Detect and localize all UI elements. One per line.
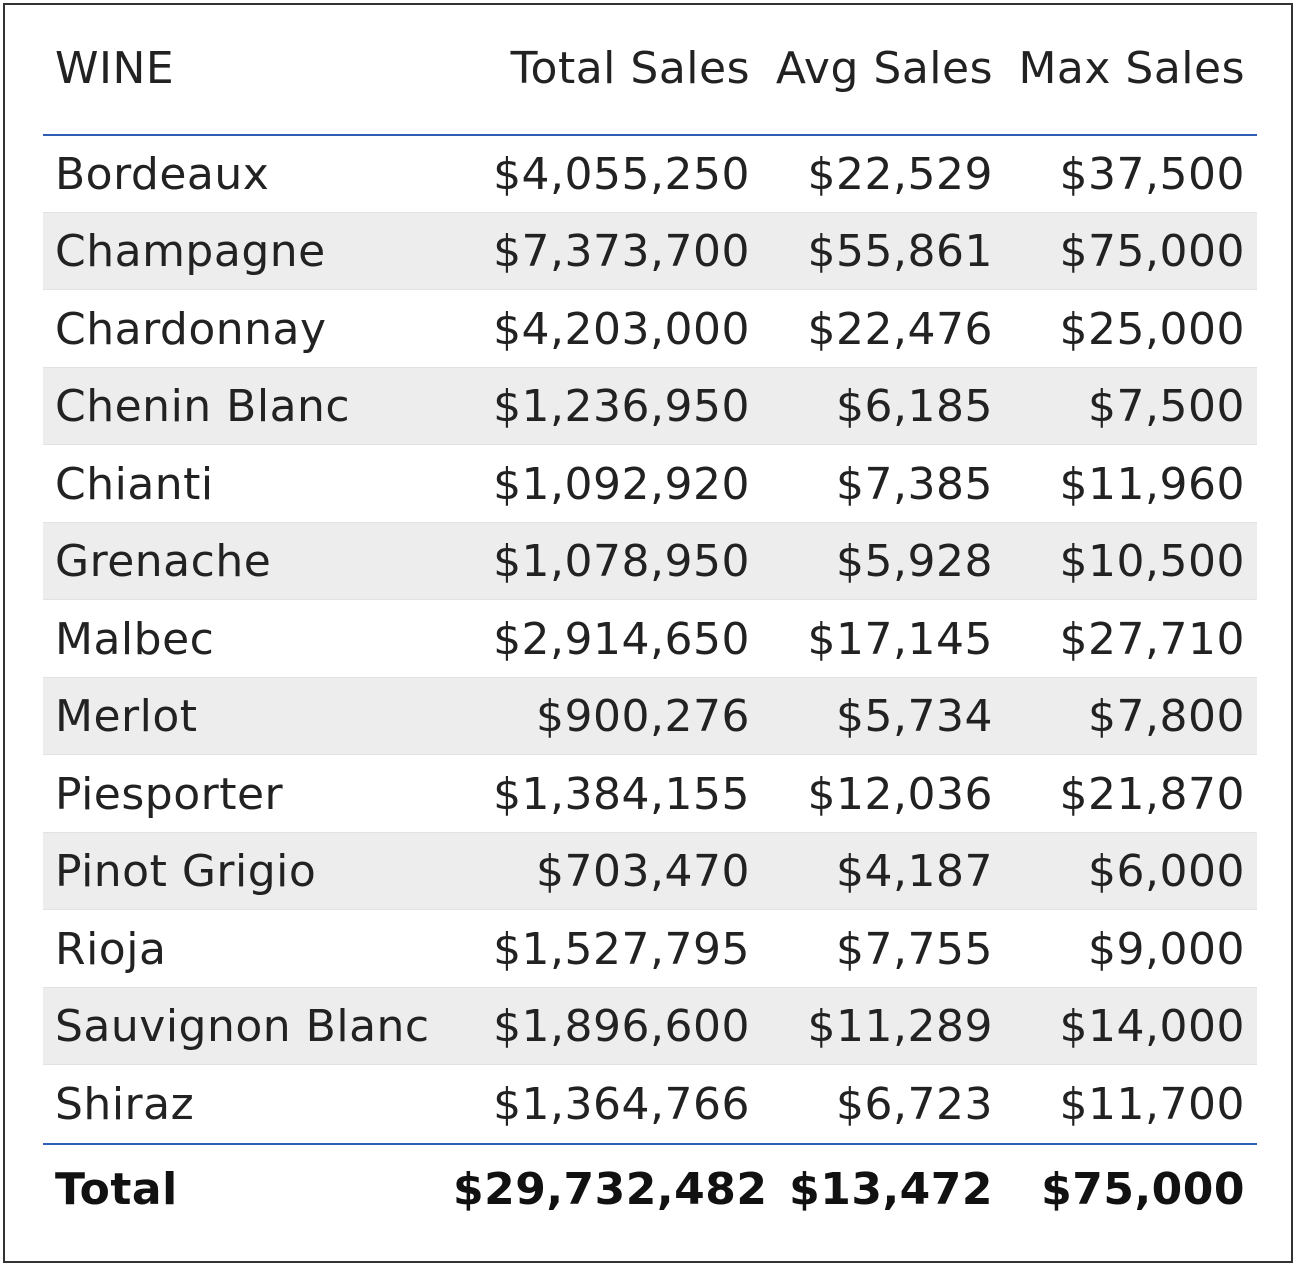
- table-row[interactable]: Chianti $1,092,920 $7,385 $11,960: [43, 445, 1257, 523]
- wine-name-cell: Chianti: [55, 458, 214, 510]
- total-sales-cell: $1,236,950: [493, 381, 750, 433]
- total-sales-cell: $1,527,795: [493, 923, 750, 975]
- column-header-avg-sales[interactable]: Avg Sales: [775, 42, 993, 94]
- table-row[interactable]: Champagne $7,373,700 $55,861 $75,000: [43, 212, 1257, 290]
- table-row[interactable]: Chardonnay $4,203,000 $22,476 $25,000: [43, 290, 1257, 368]
- wine-name-cell: Chenin Blanc: [55, 381, 351, 433]
- avg-sales-cell: $5,734: [836, 691, 993, 743]
- table-body: Bordeaux $4,055,250 $22,529 $37,500 Cham…: [43, 135, 1257, 1143]
- max-sales-cell: $7,500: [1088, 381, 1245, 433]
- table-row[interactable]: Chenin Blanc $1,236,950 $6,185 $7,500: [43, 367, 1257, 445]
- column-header-wine[interactable]: WINE: [55, 42, 175, 94]
- table-row[interactable]: Shiraz $1,364,766 $6,723 $11,700: [43, 1065, 1257, 1143]
- total-sales-cell: $2,914,650: [493, 613, 750, 665]
- avg-sales-cell: $55,861: [807, 226, 993, 278]
- total-sales-cell: $4,203,000: [493, 303, 750, 355]
- avg-sales-cell: $7,385: [836, 458, 993, 510]
- avg-sales-cell: $17,145: [807, 613, 993, 665]
- header-divider: [43, 134, 1257, 136]
- max-sales-cell: $11,960: [1059, 458, 1245, 510]
- wine-name-cell: Sauvignon Blanc: [55, 1001, 430, 1053]
- max-sales-cell: $25,000: [1059, 303, 1245, 355]
- total-sales-cell: $7,373,700: [493, 226, 750, 278]
- table-row[interactable]: Malbec $2,914,650 $17,145 $27,710: [43, 600, 1257, 678]
- avg-sales-total: $13,472: [789, 1164, 993, 1215]
- max-sales-cell: $9,000: [1088, 923, 1245, 975]
- avg-sales-cell: $22,529: [807, 148, 993, 200]
- max-sales-cell: $27,710: [1059, 613, 1245, 665]
- table-row[interactable]: Rioja $1,527,795 $7,755 $9,000: [43, 910, 1257, 988]
- wine-name-cell: Merlot: [55, 691, 198, 743]
- total-sales-cell: $900,276: [536, 691, 750, 743]
- total-sales-cell: $1,092,920: [493, 458, 750, 510]
- total-sales-cell: $1,078,950: [493, 536, 750, 588]
- max-sales-total: $75,000: [1041, 1164, 1245, 1215]
- avg-sales-cell: $22,476: [807, 303, 993, 355]
- wine-name-cell: Shiraz: [55, 1079, 195, 1131]
- avg-sales-cell: $7,755: [836, 923, 993, 975]
- table-total-row: Total $29,732,482 $13,472 $75,000: [43, 1145, 1257, 1233]
- max-sales-cell: $37,500: [1059, 148, 1245, 200]
- max-sales-cell: $7,800: [1088, 691, 1245, 743]
- avg-sales-cell: $11,289: [807, 1001, 993, 1053]
- column-header-max-sales[interactable]: Max Sales: [1018, 42, 1245, 94]
- table-row[interactable]: Sauvignon Blanc $1,896,600 $11,289 $14,0…: [43, 987, 1257, 1065]
- max-sales-cell: $11,700: [1059, 1079, 1245, 1131]
- column-header-total-sales[interactable]: Total Sales: [510, 42, 750, 94]
- table-row[interactable]: Piesporter $1,384,155 $12,036 $21,870: [43, 755, 1257, 833]
- total-divider: [43, 1142, 1257, 1145]
- max-sales-cell: $14,000: [1059, 1001, 1245, 1053]
- wine-name-cell: Rioja: [55, 923, 167, 975]
- table-row[interactable]: Bordeaux $4,055,250 $22,529 $37,500: [43, 135, 1257, 213]
- avg-sales-cell: $6,723: [836, 1079, 993, 1131]
- wine-name-cell: Malbec: [55, 613, 215, 665]
- total-sales-cell: $1,364,766: [493, 1079, 750, 1131]
- avg-sales-cell: $4,187: [836, 846, 993, 898]
- table-header-row: WINE Total Sales Avg Sales Max Sales: [43, 5, 1257, 136]
- total-sales-cell: $4,055,250: [493, 148, 750, 200]
- avg-sales-cell: $12,036: [807, 768, 993, 820]
- total-sales-cell: $703,470: [536, 846, 750, 898]
- wine-name-cell: Bordeaux: [55, 148, 270, 200]
- max-sales-cell: $10,500: [1059, 536, 1245, 588]
- table-visual-frame: WINE Total Sales Avg Sales Max Sales Bor…: [3, 3, 1293, 1263]
- wine-name-cell: Grenache: [55, 536, 272, 588]
- wine-name-cell: Chardonnay: [55, 303, 327, 355]
- total-sales-cell: $1,896,600: [493, 1001, 750, 1053]
- avg-sales-cell: $5,928: [836, 536, 993, 588]
- table-row[interactable]: Pinot Grigio $703,470 $4,187 $6,000: [43, 832, 1257, 910]
- total-sales-cell: $1,384,155: [493, 768, 750, 820]
- wine-name-cell: Pinot Grigio: [55, 846, 317, 898]
- max-sales-cell: $6,000: [1088, 846, 1245, 898]
- wine-sales-table: WINE Total Sales Avg Sales Max Sales Bor…: [43, 5, 1257, 1233]
- total-label: Total: [55, 1164, 178, 1215]
- max-sales-cell: $21,870: [1059, 768, 1245, 820]
- wine-name-cell: Piesporter: [55, 768, 284, 820]
- table-row[interactable]: Merlot $900,276 $5,734 $7,800: [43, 677, 1257, 755]
- wine-name-cell: Champagne: [55, 226, 326, 278]
- table-row[interactable]: Grenache $1,078,950 $5,928 $10,500: [43, 522, 1257, 600]
- total-sales-sum: $29,732,482: [453, 1164, 768, 1215]
- max-sales-cell: $75,000: [1059, 226, 1245, 278]
- avg-sales-cell: $6,185: [836, 381, 993, 433]
